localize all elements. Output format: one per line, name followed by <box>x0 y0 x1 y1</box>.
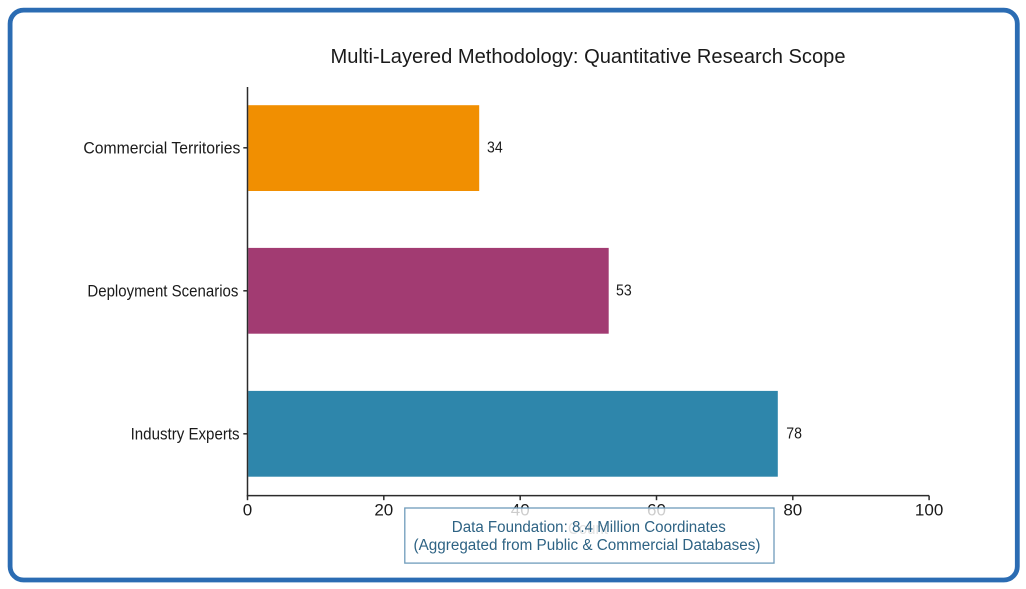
svg-text:53: 53 <box>616 283 632 300</box>
svg-text:Commercial Territories: Commercial Territories <box>83 138 240 157</box>
svg-text:(Aggregated from Public & Comm: (Aggregated from Public & Commercial Dat… <box>414 537 761 554</box>
svg-text:Data Foundation: 8.4 Million C: Data Foundation: 8.4 Million Coordinates <box>452 519 726 536</box>
svg-text:Multi-Layered Methodology: Qua: Multi-Layered Methodology: Quantitative … <box>331 46 846 68</box>
svg-text:Industry Experts: Industry Experts <box>131 424 240 443</box>
svg-text:100: 100 <box>915 501 943 520</box>
svg-text:80: 80 <box>783 501 802 520</box>
svg-text:0: 0 <box>243 501 252 520</box>
svg-text:78: 78 <box>786 426 802 443</box>
svg-text:20: 20 <box>374 501 393 520</box>
svg-text:Deployment Scenarios: Deployment Scenarios <box>87 281 238 300</box>
svg-text:34: 34 <box>487 140 503 157</box>
